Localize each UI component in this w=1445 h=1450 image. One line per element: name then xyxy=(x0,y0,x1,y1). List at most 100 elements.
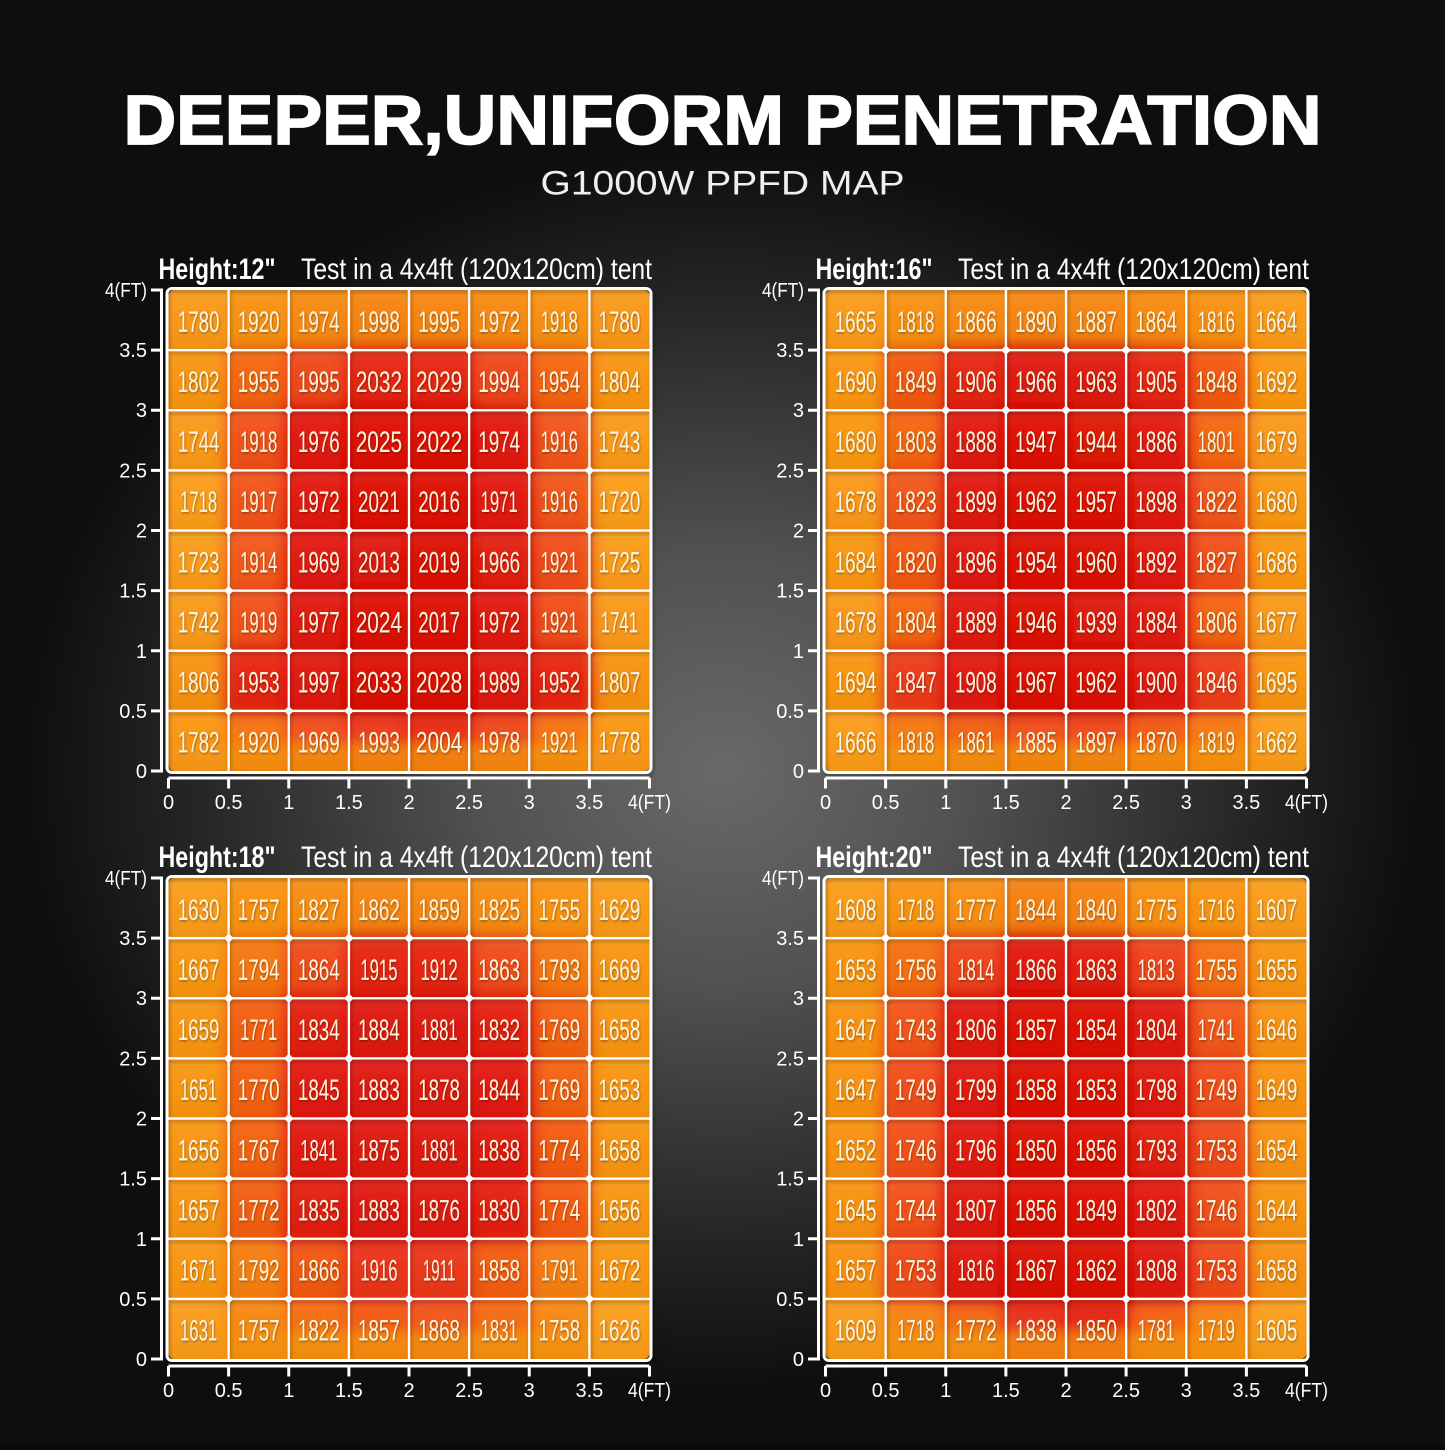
svg-text:1743: 1743 xyxy=(895,1014,937,1047)
svg-text:1653: 1653 xyxy=(599,1074,641,1107)
svg-text:1806: 1806 xyxy=(178,667,220,700)
svg-text:0.5: 0.5 xyxy=(776,1289,804,1311)
svg-text:1972: 1972 xyxy=(478,306,520,339)
svg-text:2.5: 2.5 xyxy=(1112,792,1140,814)
svg-text:2: 2 xyxy=(793,1109,804,1131)
svg-text:2029: 2029 xyxy=(416,366,462,399)
svg-text:1741: 1741 xyxy=(601,606,638,639)
svg-text:1607: 1607 xyxy=(1256,894,1298,927)
svg-text:1921: 1921 xyxy=(541,606,578,639)
svg-text:1720: 1720 xyxy=(599,486,641,519)
svg-text:1866: 1866 xyxy=(1015,954,1057,987)
svg-text:3: 3 xyxy=(136,400,147,422)
svg-text:1744: 1744 xyxy=(895,1194,937,1227)
svg-text:1856: 1856 xyxy=(1075,1134,1117,1167)
svg-text:2.5: 2.5 xyxy=(119,1048,147,1070)
svg-text:1769: 1769 xyxy=(538,1014,580,1047)
svg-text:1692: 1692 xyxy=(1256,366,1298,399)
svg-text:1658: 1658 xyxy=(599,1134,641,1167)
svg-text:1792: 1792 xyxy=(238,1255,280,1288)
svg-text:1946: 1946 xyxy=(1015,606,1057,639)
svg-text:1806: 1806 xyxy=(1195,606,1237,639)
svg-text:1680: 1680 xyxy=(1256,486,1298,519)
svg-text:1908: 1908 xyxy=(955,667,997,700)
svg-text:1777: 1777 xyxy=(955,894,997,927)
svg-text:1756: 1756 xyxy=(895,954,937,987)
svg-text:2.5: 2.5 xyxy=(776,1048,804,1070)
svg-text:1944: 1944 xyxy=(1075,426,1117,459)
svg-text:1664: 1664 xyxy=(1256,306,1298,339)
svg-text:1652: 1652 xyxy=(835,1134,877,1167)
svg-text:2: 2 xyxy=(1060,792,1071,814)
svg-text:1947: 1947 xyxy=(1015,426,1057,459)
svg-text:1825: 1825 xyxy=(478,894,520,927)
svg-text:1649: 1649 xyxy=(1256,1074,1298,1107)
svg-text:0.5: 0.5 xyxy=(119,701,147,723)
svg-text:1834: 1834 xyxy=(298,1014,340,1047)
svg-text:1770: 1770 xyxy=(238,1074,280,1107)
svg-text:1630: 1630 xyxy=(178,894,220,927)
svg-text:1846: 1846 xyxy=(1195,667,1237,700)
svg-text:1995: 1995 xyxy=(298,366,340,399)
svg-text:0.5: 0.5 xyxy=(776,701,804,723)
svg-text:1917: 1917 xyxy=(240,486,277,519)
svg-text:1626: 1626 xyxy=(599,1315,641,1348)
svg-text:1885: 1885 xyxy=(1015,727,1057,760)
svg-text:1997: 1997 xyxy=(298,667,340,700)
svg-text:1804: 1804 xyxy=(895,606,937,639)
svg-text:1921: 1921 xyxy=(541,727,578,760)
svg-text:1867: 1867 xyxy=(1015,1255,1057,1288)
svg-text:1.5: 1.5 xyxy=(776,1169,804,1191)
svg-text:1645: 1645 xyxy=(835,1194,877,1227)
svg-text:1791: 1791 xyxy=(541,1255,578,1288)
svg-text:1793: 1793 xyxy=(538,954,580,987)
svg-text:1695: 1695 xyxy=(1256,667,1298,700)
svg-text:1957: 1957 xyxy=(1075,486,1117,519)
svg-text:2013: 2013 xyxy=(358,546,400,579)
svg-text:1844: 1844 xyxy=(478,1074,520,1107)
svg-text:1666: 1666 xyxy=(835,727,877,760)
svg-text:1742: 1742 xyxy=(178,606,220,639)
svg-text:1857: 1857 xyxy=(358,1315,400,1348)
svg-text:0.5: 0.5 xyxy=(872,1380,900,1402)
svg-text:1799: 1799 xyxy=(955,1074,997,1107)
svg-text:1: 1 xyxy=(940,1380,951,1402)
svg-text:1631: 1631 xyxy=(180,1315,217,1348)
svg-text:1644: 1644 xyxy=(1256,1194,1298,1227)
svg-text:1778: 1778 xyxy=(599,727,641,760)
svg-text:1963: 1963 xyxy=(1075,366,1117,399)
svg-text:1838: 1838 xyxy=(478,1134,520,1167)
svg-text:1856: 1856 xyxy=(1015,1194,1057,1227)
svg-text:2.5: 2.5 xyxy=(1112,1380,1140,1402)
svg-text:1863: 1863 xyxy=(478,954,520,987)
svg-text:1647: 1647 xyxy=(835,1014,877,1047)
svg-text:1816: 1816 xyxy=(957,1255,994,1288)
svg-text:4(FT): 4(FT) xyxy=(105,868,147,890)
svg-text:2033: 2033 xyxy=(356,667,402,700)
svg-text:1845: 1845 xyxy=(298,1074,340,1107)
svg-text:1954: 1954 xyxy=(1015,546,1057,579)
svg-text:1955: 1955 xyxy=(238,366,280,399)
svg-text:Height:16": Height:16" xyxy=(816,253,933,286)
svg-text:1911: 1911 xyxy=(423,1255,456,1288)
svg-text:1886: 1886 xyxy=(1135,426,1177,459)
svg-text:2: 2 xyxy=(136,1109,147,1131)
svg-text:1802: 1802 xyxy=(178,366,220,399)
svg-text:1897: 1897 xyxy=(1075,727,1117,760)
svg-text:1830: 1830 xyxy=(478,1194,520,1227)
svg-text:1755: 1755 xyxy=(1195,954,1237,987)
svg-text:2016: 2016 xyxy=(418,486,460,519)
svg-text:1813: 1813 xyxy=(1138,954,1175,987)
svg-text:3.5: 3.5 xyxy=(575,1380,603,1402)
svg-text:1651: 1651 xyxy=(180,1074,217,1107)
svg-text:1820: 1820 xyxy=(895,546,937,579)
svg-text:3: 3 xyxy=(1181,792,1192,814)
svg-text:1803: 1803 xyxy=(895,426,937,459)
svg-text:1994: 1994 xyxy=(478,366,520,399)
svg-text:0: 0 xyxy=(136,761,147,783)
svg-text:1775: 1775 xyxy=(1135,894,1177,927)
svg-text:1659: 1659 xyxy=(178,1014,220,1047)
svg-text:1823: 1823 xyxy=(895,486,937,519)
svg-text:1672: 1672 xyxy=(599,1255,641,1288)
svg-text:1.5: 1.5 xyxy=(335,792,363,814)
